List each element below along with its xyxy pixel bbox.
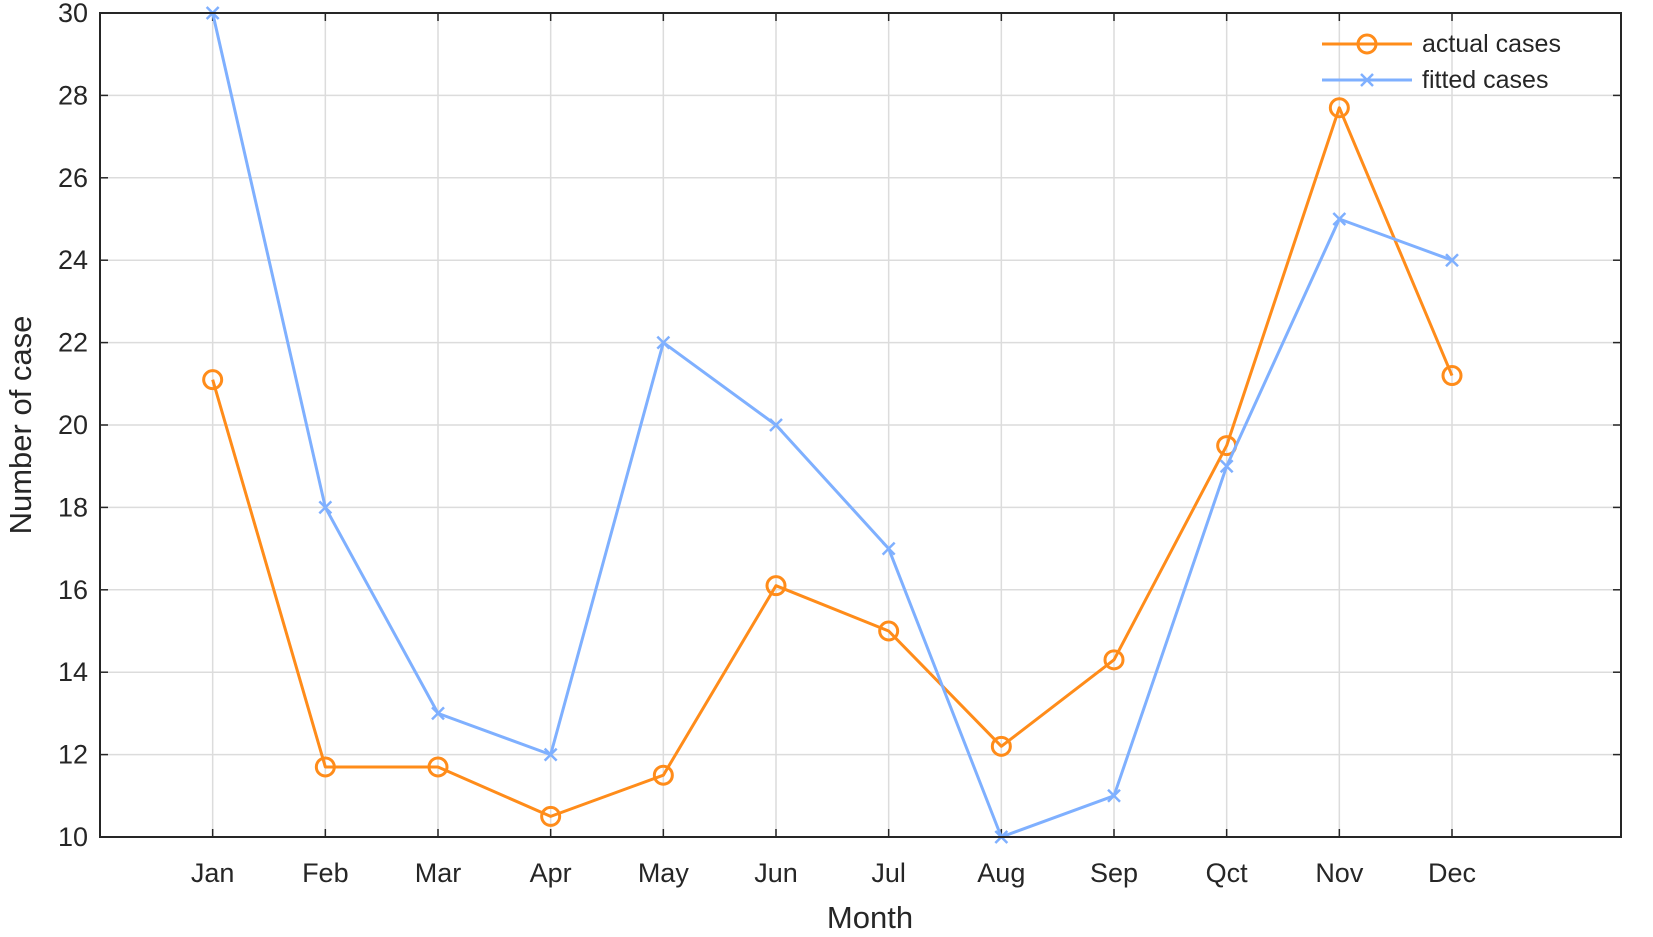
data-point (314, 756, 336, 778)
series-layer (202, 6, 1463, 844)
legend-marker (1356, 33, 1378, 55)
data-point (769, 418, 783, 432)
data-point (202, 369, 224, 391)
x-tick-label: Jan (191, 858, 235, 888)
x-tick-label: Nov (1315, 858, 1364, 888)
data-point (431, 706, 445, 721)
data-point (765, 575, 787, 597)
data-point (881, 541, 896, 556)
y-tick-label: 18 (58, 492, 88, 522)
y-tick-label: 16 (58, 575, 88, 605)
data-point (427, 756, 449, 778)
x-axis-label: Month (827, 900, 913, 935)
legend-item: actual cases (1322, 30, 1561, 58)
legend-item: fitted cases (1322, 66, 1548, 94)
data-point (318, 500, 333, 515)
series-line (211, 12, 1453, 839)
y-axis-ticks: 10 12 14 16 18 20 22 24 26 28 30 (58, 0, 1621, 852)
legend: actual cases fitted cases (1322, 30, 1561, 94)
x-tick-label: Jul (871, 858, 906, 888)
data-point (990, 735, 1012, 757)
x-tick-label: Jun (754, 858, 798, 888)
y-tick-label: 22 (58, 328, 88, 358)
x-axis-ticks: Jan Feb Mar Apr May Jun Jul Aug Sep Qct Nov Dec (191, 13, 1476, 888)
x-tick-label: Dec (1428, 858, 1476, 888)
x-tick-label: May (638, 858, 690, 888)
data-point (1445, 253, 1459, 268)
y-tick-label: 30 (58, 0, 88, 28)
data-point (652, 764, 674, 786)
series-actual-cases (202, 97, 1463, 827)
data-point (1332, 212, 1347, 226)
x-tick-label: Apr (530, 858, 572, 888)
x-tick-label: Mar (415, 858, 462, 888)
series-fitted-cases (205, 6, 1459, 844)
data-point (1103, 649, 1125, 671)
plot-frame (99, 12, 1622, 838)
legend-marker (1360, 73, 1374, 87)
series-line (211, 106, 1454, 818)
y-tick-label: 26 (58, 163, 88, 193)
data-point (1219, 459, 1234, 474)
x-tick-label: Aug (977, 858, 1025, 888)
data-point (1107, 788, 1121, 803)
y-tick-label: 28 (58, 80, 88, 110)
legend-label: actual cases (1422, 30, 1561, 58)
data-point (543, 747, 558, 762)
y-tick-label: 20 (58, 410, 88, 440)
x-tick-label: Sep (1090, 858, 1138, 888)
y-tick-label: 10 (58, 822, 88, 852)
y-tick-label: 12 (58, 740, 88, 770)
x-tick-label: Feb (302, 858, 349, 888)
y-tick-label: 14 (58, 657, 88, 687)
data-point (1328, 97, 1350, 119)
y-tick-label: 24 (58, 245, 88, 275)
y-axis-label: Number of case (3, 316, 38, 535)
legend-label: fitted cases (1422, 66, 1548, 94)
data-point (1441, 365, 1463, 387)
data-point (878, 620, 900, 642)
data-point (656, 335, 671, 350)
x-tick-label: Qct (1206, 858, 1249, 888)
data-point (540, 805, 562, 827)
